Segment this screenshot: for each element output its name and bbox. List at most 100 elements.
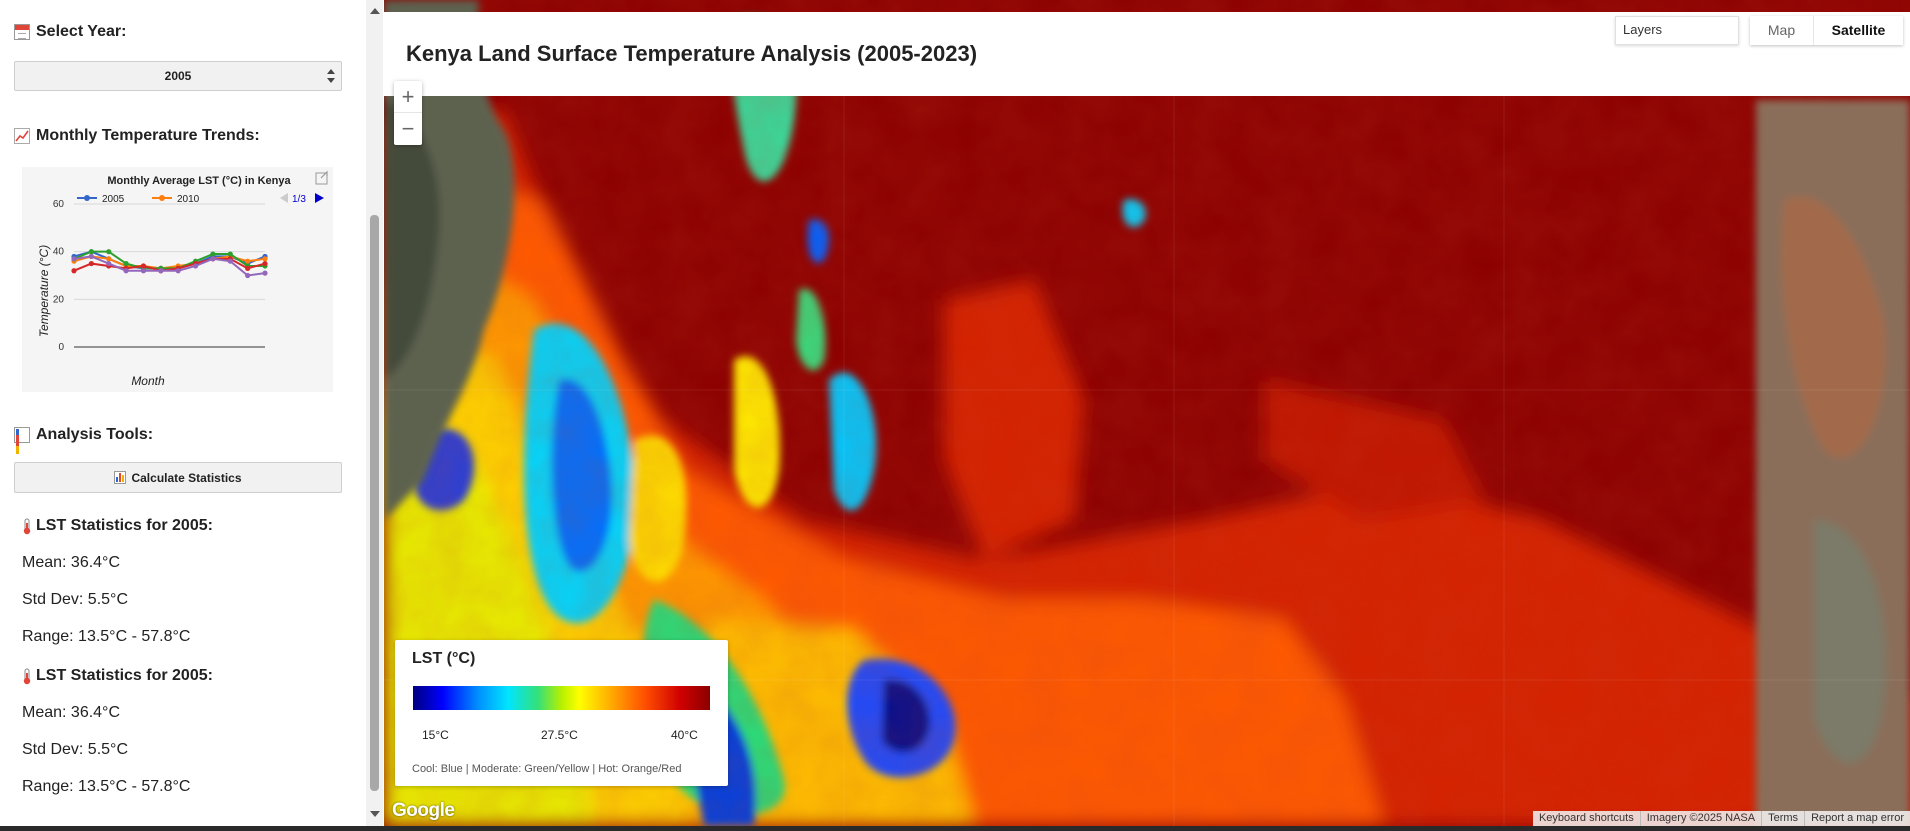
stat-mean: Mean: 36.4°C: [22, 554, 121, 571]
chart-title: Monthly Average LST (°C) in Kenya: [107, 175, 291, 187]
series-point: [123, 260, 129, 267]
chart-legend: 2005 2010: [77, 194, 200, 205]
thermometer-icon: [23, 668, 31, 684]
series-point: [88, 253, 94, 260]
chart-x-label: Month: [131, 374, 165, 388]
series-point: [106, 256, 112, 262]
series-line-2: [73, 250, 265, 270]
select-year-header: Select Year:: [14, 23, 126, 41]
chart-series: [71, 249, 268, 279]
series-line-3: [73, 257, 266, 272]
thermometer-icon: [23, 518, 31, 534]
legend-title: LST (°C): [412, 650, 476, 667]
series-point: [71, 256, 77, 262]
legend-marker: [159, 195, 165, 201]
series-point: [227, 251, 233, 257]
stats-title: LST Statistics for 2005:: [22, 517, 213, 535]
series-point: [158, 268, 164, 274]
series-point: [88, 260, 94, 267]
series-point: [210, 251, 216, 257]
lst-legend: LST (°C) 15°C 27.5°C 40°C Cool: Blue | M…: [395, 640, 728, 786]
stat-std-dev: Std Dev: 5.5°C: [22, 591, 128, 608]
series-point: [175, 268, 181, 274]
map-type-control: Map Satellite: [1750, 16, 1903, 45]
stat-std-dev: Std Dev: 5.5°C: [22, 741, 128, 758]
bar-chart-icon: [14, 427, 30, 454]
calendar-icon: [14, 24, 30, 40]
y-tick-label: 60: [53, 199, 65, 210]
y-tick-label: 20: [53, 294, 65, 305]
terms-link[interactable]: Terms: [1761, 811, 1804, 826]
chart-svg: Monthly Average LST (°C) in Kenya 2005 20…: [37, 170, 328, 388]
monthly-trends-label: Monthly Temperature Trends:: [36, 127, 260, 144]
chart-y-ticks: 0 20 40 60: [53, 199, 65, 353]
layers-dropdown[interactable]: Layers: [1615, 16, 1739, 45]
series-point: [262, 256, 268, 262]
series-point: [88, 249, 94, 255]
sidebar-content: Select Year: 2005 Monthly Temperature Tr…: [0, 0, 366, 831]
legend-label: 2010: [177, 194, 200, 205]
legend-label: 2005: [102, 194, 125, 205]
imagery-credit: Imagery ©2025 NASA: [1639, 811, 1761, 826]
select-year-label: Select Year:: [36, 23, 127, 40]
map-type-map-button[interactable]: Map: [1750, 16, 1814, 45]
page-title: Kenya Land Surface Temperature Analysis …: [406, 41, 978, 66]
legend-next-icon[interactable]: [315, 193, 324, 203]
sidebar-panel: Select Year: 2005 Monthly Temperature Tr…: [0, 0, 383, 831]
y-tick-label: 40: [53, 247, 65, 258]
chart-expand-icon[interactable]: [315, 170, 328, 185]
series-line-4: [73, 255, 266, 277]
analysis-tools-header: Analysis Tools:: [14, 426, 154, 454]
y-tick-label: 0: [58, 342, 64, 353]
zoom-control: + −: [394, 81, 422, 145]
series-point: [262, 260, 268, 267]
sidebar-scrollbar[interactable]: [366, 0, 383, 831]
series-point: [106, 260, 112, 267]
chart-y-label: Temperature (°C): [37, 245, 51, 337]
series-point: [245, 258, 251, 264]
line-chart-icon: [14, 128, 30, 144]
stats-title-text: LST Statistics for 2005:: [36, 667, 213, 684]
calculate-statistics-button[interactable]: Calculate Statistics: [14, 462, 342, 493]
series-point: [71, 268, 77, 274]
scroll-up-arrow-icon[interactable]: [370, 8, 380, 14]
map-type-satellite-button[interactable]: Satellite: [1831, 22, 1886, 38]
select-arrows-icon: [327, 69, 335, 83]
series-point: [245, 265, 251, 271]
series-point: [140, 268, 147, 274]
stat-range: Range: 13.5°C - 57.8°C: [22, 778, 191, 795]
legend-prev-icon[interactable]: [280, 193, 288, 203]
bar-chart-icon: [114, 471, 127, 484]
legend-page-indicator: 1/3: [292, 194, 306, 205]
series-point: [210, 256, 216, 262]
legend-min-label: 15°C: [422, 728, 449, 742]
calculate-statistics-label: Calculate Statistics: [131, 470, 242, 485]
series-point: [140, 263, 147, 269]
stats-title: LST Statistics for 2005:: [22, 667, 213, 685]
report-map-error-link[interactable]: Report a map error: [1804, 811, 1910, 826]
stats-title-text: LST Statistics for 2005:: [36, 517, 213, 534]
monthly-lst-chart: Monthly Average LST (°C) in Kenya 2005 20…: [22, 167, 333, 392]
legend-marker: [84, 195, 90, 201]
legend-mid-label: 27.5°C: [541, 728, 578, 742]
analysis-tools-label: Analysis Tools:: [36, 426, 154, 443]
chart-grid: [74, 203, 265, 348]
stat-mean: Mean: 36.4°C: [22, 704, 121, 721]
year-select[interactable]: 2005: [14, 61, 342, 91]
monthly-trends-header: Monthly Temperature Trends:: [14, 127, 260, 145]
map-attribution: Keyboard shortcuts Imagery ©2025 NASA Te…: [1532, 811, 1910, 826]
legend-color-ramp: [413, 686, 710, 710]
zoom-in-button[interactable]: +: [394, 81, 422, 113]
series-point: [245, 272, 251, 279]
series-point: [192, 263, 199, 269]
layers-label: Layers: [1623, 22, 1663, 37]
keyboard-shortcuts-link[interactable]: Keyboard shortcuts: [1538, 812, 1634, 824]
window-bottom-edge: [0, 826, 1910, 831]
google-logo: Google: [392, 800, 455, 821]
series-point: [123, 268, 129, 274]
stat-range: Range: 13.5°C - 57.8°C: [22, 628, 191, 645]
scroll-down-arrow-icon[interactable]: [370, 811, 380, 817]
zoom-out-button[interactable]: −: [401, 116, 415, 141]
map-view[interactable]: Kenya Land Surface Temperature Analysis …: [384, 0, 1910, 826]
scrollbar-thumb[interactable]: [370, 215, 379, 791]
